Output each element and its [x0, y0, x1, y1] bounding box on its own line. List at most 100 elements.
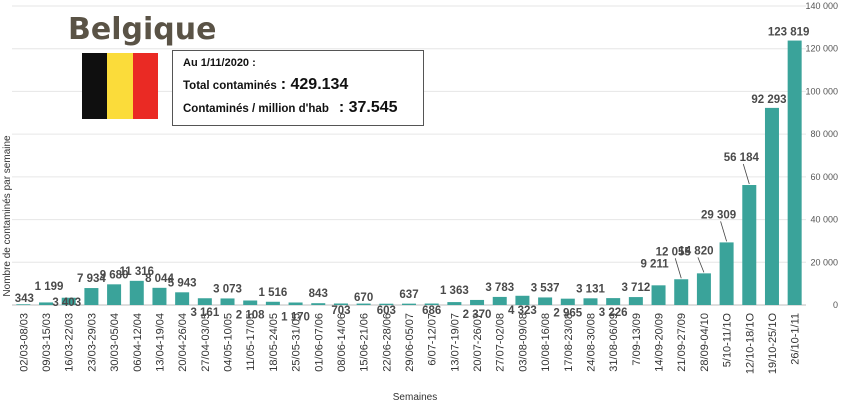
x-tick-label: 02/03-08/03 [18, 313, 30, 372]
y-tick-label: 120 000 [805, 44, 838, 54]
data-label: 29 309 [701, 209, 736, 221]
x-tick-label: 6/07-12/07 [427, 313, 439, 366]
bar [84, 288, 99, 305]
x-tick-label: 08/06-14/06 [336, 313, 348, 372]
data-label: 2 965 [553, 308, 582, 320]
x-tick-label: 20/07-26/07 [472, 313, 484, 372]
x-tick-label: 17/08-23/08 [563, 313, 575, 372]
leader-line [674, 258, 682, 279]
x-tick-label: 27/07-02/08 [495, 313, 507, 372]
bar [61, 297, 76, 305]
bar [356, 303, 371, 305]
x-axis-ticks: 02/03-08/03 09/03-15/03 16/03-22/03 23/03-2… [18, 313, 801, 375]
bar [288, 302, 303, 305]
leader-line [697, 257, 705, 273]
y-axis-ticks: 0 20 000 40 000 60 000 80 000 100 000 120 000 1… [805, 1, 838, 310]
x-tick-label: 27/04-03/05 [200, 313, 212, 372]
flag-stripe-black [82, 53, 108, 119]
x-tick-label: 13/04-19/04 [154, 313, 166, 372]
x-tick-label: 31/08-06/09 [608, 313, 620, 372]
bar-series [16, 40, 802, 306]
x-tick-label: 18/05-24/05 [268, 313, 280, 372]
x-tick-label: 20/04-26/04 [177, 313, 189, 372]
data-label: 2 108 [236, 309, 265, 321]
data-label: 14 820 [678, 245, 713, 257]
bar [152, 287, 167, 305]
x-axis-title: Semaines [393, 392, 437, 403]
x-tick-label: 04/05-10/05 [223, 313, 235, 372]
x-tick-label: 29/06-05/07 [404, 313, 416, 372]
data-label: 603 [377, 305, 396, 317]
bar [107, 284, 122, 305]
x-tick-label: 10/08-16/08 [540, 313, 552, 372]
data-label: 3 073 [213, 283, 242, 295]
data-label: 343 [15, 293, 34, 305]
data-label: 3 537 [531, 282, 560, 294]
bar [129, 280, 144, 305]
y-tick-label: 80 000 [810, 129, 838, 139]
x-tick-label: 01/06-07/06 [313, 313, 325, 372]
data-label: 686 [422, 305, 441, 317]
per-million-label: Contaminés / million d'hab [183, 103, 329, 115]
bar [39, 302, 54, 305]
data-label: 56 184 [724, 152, 760, 164]
data-label: 637 [399, 289, 418, 301]
x-tick-label: 28/09-04/10 [699, 313, 711, 372]
bar [606, 298, 621, 305]
data-label: 9 211 [640, 258, 669, 270]
bar [492, 296, 507, 305]
data-label: 8 044 [145, 273, 174, 285]
data-label: 4 323 [508, 305, 537, 317]
data-label: 703 [331, 305, 350, 317]
bar [674, 279, 689, 305]
x-tick-label: 30/03-05/04 [109, 313, 121, 372]
y-tick-label: 0 [833, 300, 838, 310]
data-label: 3 161 [190, 307, 219, 319]
x-tick-label: 26/10-1/11 [790, 313, 802, 365]
bar [175, 292, 190, 305]
bar [742, 185, 757, 305]
bar [265, 301, 280, 305]
data-label: 9 680 [100, 269, 129, 281]
x-tick-label: 23/03-29/03 [86, 313, 98, 372]
x-tick-label: 15/06-21/06 [359, 313, 371, 372]
bar [651, 285, 666, 305]
y-axis-title: Nombre de contaminés par semaine [2, 135, 13, 297]
y-tick-label: 60 000 [810, 172, 838, 182]
bar [628, 297, 643, 305]
y-tick-label: 40 000 [810, 215, 838, 225]
x-tick-label: 03/08-09/08 [517, 313, 529, 372]
data-label: 2 370 [463, 309, 492, 321]
per-million-row: Contaminés / million d'hab : 37.545 [183, 99, 415, 117]
leader-line [742, 163, 750, 185]
data-label: 11 316 [119, 266, 154, 278]
bar [719, 242, 734, 305]
data-label: 5 943 [168, 277, 197, 289]
country-title: Belgique [68, 12, 217, 47]
data-label: 3 712 [621, 282, 650, 294]
data-label: 3 131 [576, 283, 605, 295]
bar [402, 303, 416, 305]
total-label: Total contaminés [183, 80, 277, 92]
data-label: 92 293 [751, 94, 786, 106]
x-tick-label: 19/10-25/1O [767, 313, 779, 375]
data-label: 3 226 [599, 307, 628, 319]
data-label: 1 199 [35, 281, 64, 293]
y-tick-label: 100 000 [805, 86, 838, 96]
bar [470, 299, 485, 305]
bar [560, 298, 575, 305]
x-tick-label: 11/05-17/05 [245, 313, 257, 371]
data-label: 12 055 [656, 246, 692, 258]
bar [16, 304, 31, 305]
leader-line [720, 221, 727, 242]
bar [424, 303, 439, 305]
data-label: 1 170 [281, 312, 310, 324]
summary-box: Au 1/11/2020 : Total contaminés : 429.13… [172, 50, 424, 126]
label-leader-lines [674, 163, 750, 279]
data-label: 1 516 [258, 287, 287, 299]
bar [311, 303, 326, 305]
bar [787, 40, 802, 306]
bar [447, 302, 462, 305]
x-tick-label: 16/03-22/03 [64, 313, 76, 372]
